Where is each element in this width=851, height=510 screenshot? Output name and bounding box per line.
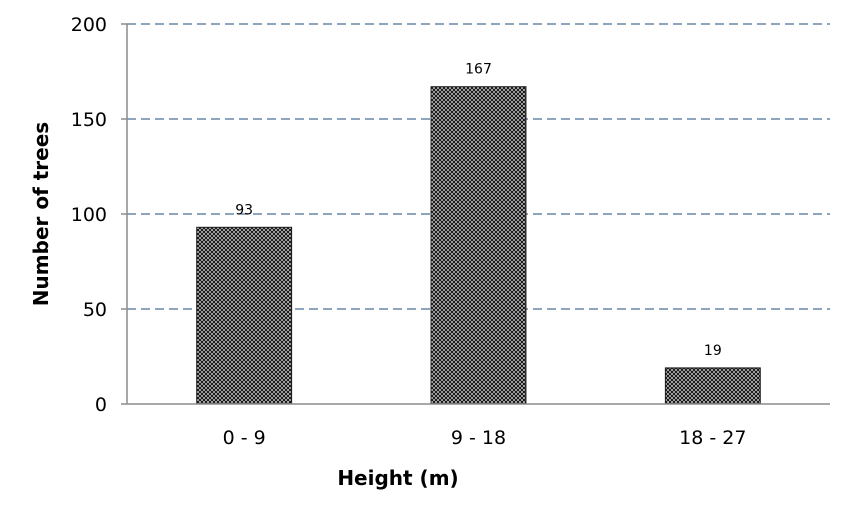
x-axis-title: Height (m) — [337, 466, 458, 490]
x-tick-label-3: 18 - 27 — [679, 427, 746, 449]
x-tick-label-1: 0 - 9 — [223, 427, 266, 449]
y-tick-label-50: 50 — [83, 299, 107, 321]
bars — [196, 86, 761, 405]
bar-2 — [430, 86, 527, 405]
bar-1 — [196, 226, 293, 405]
y-tick-label-100: 100 — [71, 204, 107, 226]
y-tick-label-150: 150 — [71, 109, 107, 131]
data-label-2: 167 — [465, 62, 492, 78]
y-tick-label-0: 0 — [95, 394, 107, 416]
y-tick-label-200: 200 — [71, 14, 107, 36]
data-label-3: 19 — [704, 343, 722, 359]
bar-3 — [664, 367, 761, 405]
data-labels: 93 167 19 — [235, 62, 721, 359]
data-label-1: 93 — [235, 202, 253, 218]
x-tick-label-2: 9 - 18 — [451, 427, 506, 449]
axes — [121, 23, 830, 405]
tick-labels: 0 - 9 9 - 18 18 - 27 0 50 100 150 200 — [71, 14, 747, 449]
y-axis-title: Number of trees — [29, 122, 53, 306]
